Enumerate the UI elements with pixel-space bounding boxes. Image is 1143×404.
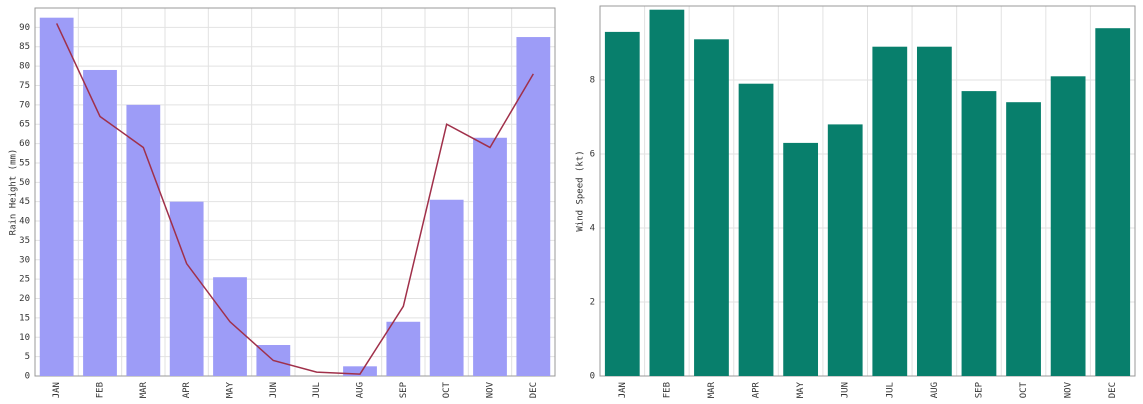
bar xyxy=(694,39,729,377)
x-tick-label: OCT xyxy=(442,381,452,398)
bar xyxy=(827,124,863,377)
x-tick-label: DEC xyxy=(1108,382,1118,398)
x-tick-label: SEP xyxy=(974,381,984,398)
y-tick-label: 20 xyxy=(19,294,30,304)
y-tick-label: 70 xyxy=(19,100,30,110)
plot-frame xyxy=(599,5,1136,377)
bar xyxy=(1006,102,1041,376)
y-tick-label: 0 xyxy=(590,372,595,382)
y-tick-label: 10 xyxy=(19,333,30,343)
bar xyxy=(83,69,117,377)
y-tick-label: 2 xyxy=(590,298,595,308)
x-tick-label: JUN xyxy=(841,382,851,398)
x-tick-label: OCT xyxy=(1019,381,1029,398)
bar xyxy=(649,9,685,376)
y-axis-title: Wind Speed (kt) xyxy=(576,150,586,231)
x-tick-label: SEP xyxy=(399,381,409,398)
bar xyxy=(604,31,640,377)
bar xyxy=(961,91,997,376)
x-tick-label: JUL xyxy=(885,382,895,398)
x-tick-label: NOV xyxy=(1064,381,1074,398)
x-tick-label: FEB xyxy=(662,382,672,398)
y-tick-label: 85 xyxy=(19,42,30,52)
y-tick-label: 60 xyxy=(19,139,30,149)
plot-frame xyxy=(34,7,556,377)
y-tick-label: 90 xyxy=(19,23,30,33)
y-axis-title: Rain Height (mm) xyxy=(9,149,19,236)
bar xyxy=(1050,76,1086,377)
x-tick-label: JAN xyxy=(52,382,62,398)
y-tick-label: 8 xyxy=(590,76,595,86)
x-tick-label: JAN xyxy=(618,382,628,398)
y-tick-label: 35 xyxy=(19,236,30,246)
x-tick-label: MAR xyxy=(139,381,149,398)
bar xyxy=(916,46,952,376)
y-tick-label: 0 xyxy=(25,372,30,382)
x-tick-label: JUN xyxy=(269,382,279,398)
bar xyxy=(1095,28,1131,376)
y-tick-label: 40 xyxy=(19,217,30,227)
x-tick-label: MAY xyxy=(796,381,806,398)
y-tick-label: 50 xyxy=(19,178,30,188)
bar xyxy=(386,321,421,376)
y-tick-label: 5 xyxy=(25,352,30,362)
bar xyxy=(429,199,464,376)
y-tick-label: 15 xyxy=(19,313,30,323)
x-tick-label: MAY xyxy=(226,381,236,398)
line xyxy=(55,23,534,375)
x-tick-label: FEB xyxy=(96,382,106,398)
y-tick-label: 80 xyxy=(19,62,30,72)
x-tick-label: MAR xyxy=(707,381,717,398)
y-tick-label: 4 xyxy=(590,224,595,234)
y-tick-label: 30 xyxy=(19,255,30,265)
bar xyxy=(126,104,161,376)
x-tick-label: NOV xyxy=(486,381,496,398)
y-tick-label: 25 xyxy=(19,275,30,285)
y-tick-label: 65 xyxy=(19,120,30,130)
bar xyxy=(872,46,908,376)
x-tick-label: AUG xyxy=(930,382,940,398)
y-tick-label: 55 xyxy=(19,158,30,168)
bar xyxy=(39,17,74,377)
y-tick-label: 75 xyxy=(19,81,30,91)
bar xyxy=(516,37,551,376)
x-tick-label: AUG xyxy=(356,382,366,398)
bar xyxy=(738,83,774,376)
bar xyxy=(343,366,377,376)
bar xyxy=(169,201,204,376)
bar xyxy=(213,277,247,376)
x-tick-label: DEC xyxy=(529,382,539,398)
x-tick-label: APR xyxy=(752,381,762,398)
bar xyxy=(783,142,819,376)
x-tick-label: APR xyxy=(182,381,192,398)
y-tick-label: 45 xyxy=(19,197,30,207)
y-tick-label: 6 xyxy=(590,150,595,160)
bar xyxy=(473,137,507,376)
x-tick-label: JUL xyxy=(312,382,322,398)
